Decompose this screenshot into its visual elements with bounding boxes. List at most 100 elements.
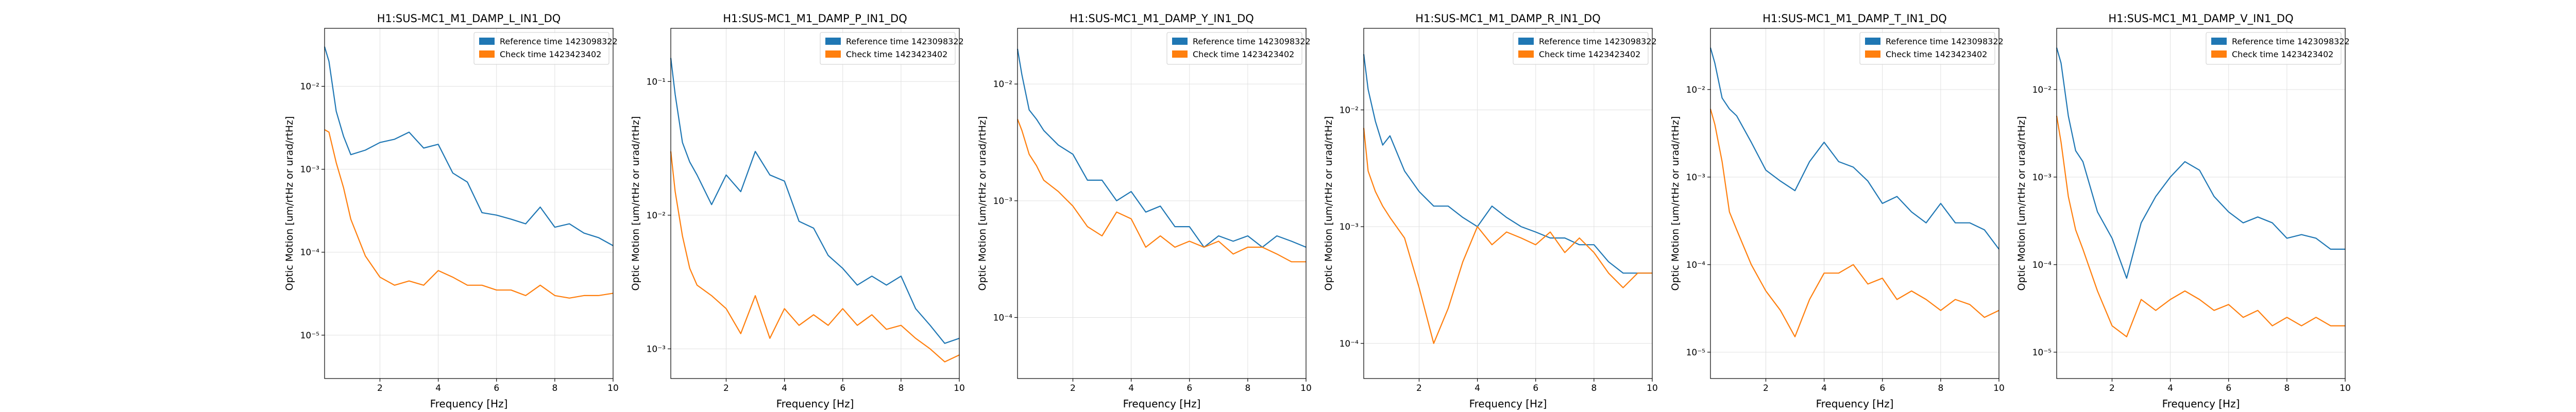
axes-frame	[1363, 28, 1653, 379]
x-tick-label: 6	[1533, 383, 1538, 393]
chart-panel-6: 2 4 6 8 10 10⁻⁵ 10⁻⁴ 10⁻³ 10⁻² H1:SUS-MC1_M1_DAMP…	[2016, 12, 2351, 410]
check-legend-label: Check time 1423423402	[500, 49, 601, 59]
reference-legend-swatch	[479, 38, 495, 45]
check-series-line	[324, 129, 614, 299]
y-tick-label: 10⁻³	[2032, 173, 2052, 183]
x-axis-label: Frequency [Hz]	[776, 398, 854, 410]
reference-series-line	[1709, 47, 1999, 250]
chart-title: H1:SUS-MC1_M1_DAMP_V_IN1_DQ	[2108, 12, 2293, 25]
y-axis-label: Optic Motion [um/rtHz or urad/rtHz]	[284, 116, 295, 291]
y-tick-label: 10⁻³	[993, 196, 1012, 207]
reference-legend-label: Reference time 1423098322	[2232, 37, 2350, 46]
y-axis-label: Optic Motion [um/rtHz or urad/rtHz]	[2016, 116, 2027, 291]
legend-box	[1166, 32, 1302, 65]
chart-title: H1:SUS-MC1_M1_DAMP_R_IN1_DQ	[1415, 12, 1600, 25]
y-tick-label: 10⁻³	[300, 165, 319, 175]
y-tick-label: 10⁻²	[300, 82, 319, 92]
check-series-line	[1709, 109, 1999, 337]
check-legend-label: Check time 1423423402	[846, 49, 947, 59]
check-legend-label: Check time 1423423402	[2232, 49, 2333, 59]
y-tick-label: 10⁻⁴	[1686, 260, 1706, 270]
check-legend-swatch	[1865, 50, 1880, 58]
x-tick-label: 8	[898, 383, 904, 393]
check-series-line	[1363, 128, 1652, 344]
x-tick-label: 4	[2167, 383, 2173, 393]
y-axis-label: Optic Motion [um/rtHz or urad/rtHz]	[977, 116, 988, 291]
check-series-line	[2056, 115, 2345, 337]
x-tick-label: 4	[1475, 383, 1480, 393]
y-tick-label: 10⁻³	[1340, 222, 1359, 232]
axes-frame	[2056, 28, 2346, 379]
x-tick-label: 10	[2340, 383, 2351, 393]
check-legend-label: Check time 1423423402	[1193, 49, 1294, 59]
x-tick-label: 4	[1128, 383, 1134, 393]
chart-panel-5: 2 4 6 8 10 10⁻⁵ 10⁻⁴ 10⁻³ 10⁻² H1:SUS-MC1_M1_DAMP…	[1670, 12, 2005, 410]
y-tick-label: 10⁻³	[1686, 173, 1705, 183]
chart-panel-4: 2 4 6 8 10 10⁻⁴ 10⁻³ 10⁻² H1:SUS-MC1_M1_DAMP_R_I…	[1323, 12, 1658, 410]
x-tick-label: 6	[1187, 383, 1192, 393]
chart-title: H1:SUS-MC1_M1_DAMP_Y_IN1_DQ	[1070, 12, 1254, 25]
x-tick-label: 10	[607, 383, 619, 393]
legend: Reference time 1423098322 Check time 1423…	[473, 32, 618, 65]
check-series-line	[1016, 119, 1306, 263]
x-tick-label: 10	[1300, 383, 1312, 393]
y-tick-label: 10⁻⁴	[993, 313, 1013, 323]
y-tick-label: 10⁻⁵	[2032, 348, 2052, 358]
reference-legend-swatch	[2211, 38, 2227, 45]
chart-panel-3: 2 4 6 8 10 10⁻⁴ 10⁻³ 10⁻² H1:SUS-MC1_M1_DAMP_Y_I…	[977, 12, 1312, 410]
chart-panel-1: 2 4 6 8 10 10⁻⁵ 10⁻⁴ 10⁻³ 10⁻² H1:SUS-MC1_M1_DAMP…	[284, 12, 619, 410]
chart-title: H1:SUS-MC1_M1_DAMP_P_IN1_DQ	[723, 12, 907, 25]
reference-legend-label: Reference time 1423098322	[846, 37, 964, 46]
x-tick-label: 2	[723, 383, 729, 393]
reference-series-line	[670, 58, 960, 344]
check-legend-swatch	[2211, 50, 2227, 58]
x-tick-label: 8	[552, 383, 557, 393]
x-tick-label: 6	[1879, 383, 1885, 393]
reference-legend-label: Reference time 1423098322	[500, 37, 618, 46]
x-tick-label: 2	[377, 383, 383, 393]
reference-legend-swatch	[825, 38, 841, 45]
y-tick-label: 10⁻⁴	[2032, 260, 2052, 270]
legend-box	[820, 32, 956, 65]
chart-panel-2: 2 4 6 8 10 10⁻³ 10⁻² 10⁻¹ H1:SUS-MC1_M1_DAMP_P_I…	[630, 12, 965, 410]
x-tick-label: 2	[1763, 383, 1769, 393]
check-series-line	[670, 151, 960, 363]
axes-frame	[670, 28, 960, 379]
reference-legend-label: Reference time 1423098322	[1539, 37, 1657, 46]
x-tick-label: 8	[1591, 383, 1597, 393]
x-tick-label: 4	[435, 383, 441, 393]
y-tick-label: 10⁻⁴	[300, 248, 320, 258]
axes-frame	[1017, 28, 1307, 379]
legend: Reference time 1423098322 Check time 1423…	[820, 32, 964, 65]
check-legend-swatch	[479, 50, 495, 58]
legend: Reference time 1423098322 Check time 1423…	[1859, 32, 2004, 65]
x-tick-label: 6	[840, 383, 845, 393]
check-legend-swatch	[1172, 50, 1188, 58]
reference-series-line	[2056, 47, 2345, 279]
x-tick-label: 4	[1821, 383, 1827, 393]
x-tick-label: 6	[494, 383, 499, 393]
legend: Reference time 1423098322 Check time 1423…	[1513, 32, 1657, 65]
y-tick-label: 10⁻³	[647, 344, 666, 354]
y-tick-label: 10⁻⁴	[1340, 339, 1359, 349]
check-legend-swatch	[825, 50, 841, 58]
legend-box	[1859, 32, 1995, 65]
x-axis-label: Frequency [Hz]	[1816, 398, 1894, 410]
x-tick-label: 8	[1245, 383, 1250, 393]
y-tick-label: 10⁻²	[993, 79, 1012, 90]
x-tick-label: 8	[1938, 383, 1943, 393]
check-legend-label: Check time 1423423402	[1539, 49, 1640, 59]
reference-legend-label: Reference time 1423098322	[1886, 37, 2004, 46]
x-tick-label: 2	[1416, 383, 1422, 393]
x-tick-label: 2	[1070, 383, 1076, 393]
axes-frame	[324, 28, 614, 379]
y-axis-label: Optic Motion [um/rtHz or urad/rtHz]	[1670, 116, 1681, 291]
check-legend-label: Check time 1423423402	[1886, 49, 1987, 59]
reference-legend-swatch	[1865, 38, 1880, 45]
legend: Reference time 1423098322 Check time 1423…	[2206, 32, 2350, 65]
y-tick-label: 10⁻²	[647, 211, 666, 221]
y-tick-label: 10⁻²	[1686, 85, 1705, 95]
y-tick-label: 10⁻⁵	[300, 331, 319, 341]
y-axis-label: Optic Motion [um/rtHz or urad/rtHz]	[630, 116, 641, 291]
